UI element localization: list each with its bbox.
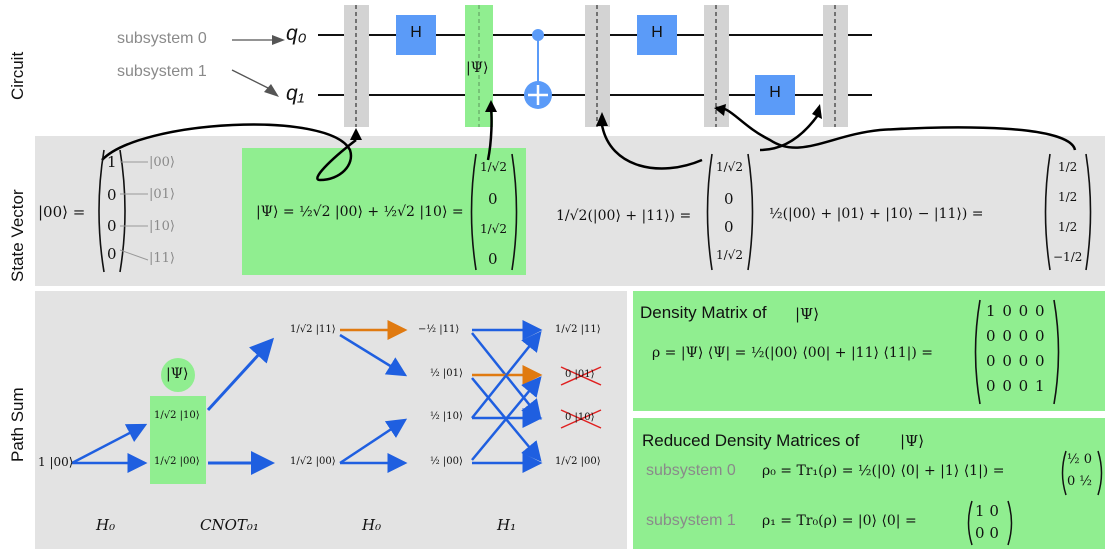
reduced-sub1-label: subsystem 1	[646, 512, 736, 529]
col2-node-11: 1/√2 |11⟩	[290, 324, 336, 335]
subsystem0-label: subsystem 0	[117, 30, 207, 47]
rho1-brackets	[967, 500, 1013, 546]
link-arrow-5	[759, 114, 820, 152]
cancel-cross-10	[560, 409, 602, 429]
subsystem1-label: subsystem 1	[117, 63, 207, 80]
col3-node-10: ½ |10⟩	[430, 411, 463, 422]
basis-11: |11⟩	[149, 251, 175, 266]
reduced-rho0-expr: ρ₀ = Tr₁(ρ) = ½(|0⟩ ⟨0| + |1⟩ ⟨1|) =	[762, 463, 1005, 479]
density-row-2: 0 0 0 0	[986, 352, 1045, 370]
density-row-0: 1 0 0 0	[986, 302, 1045, 320]
psi-vec-brackets	[470, 153, 518, 271]
density-row-1: 0 0 0 0	[986, 327, 1045, 345]
col1-node-00: 1/√2 |00⟩	[154, 456, 200, 467]
final-vec-entry-1: 1/2	[1058, 190, 1078, 204]
h-gate-q0-1	[396, 15, 436, 55]
vec0-entry-0: 1	[107, 153, 117, 171]
stage-label-h0-b: H₀	[362, 516, 382, 534]
barrier-1	[344, 5, 369, 127]
bell-vec-entry-0: 1/√2	[716, 160, 743, 174]
psi-state-highlight	[242, 148, 526, 275]
path-start: 1 |00⟩	[38, 455, 74, 469]
vec0-entry-3: 0	[107, 245, 117, 263]
psi-barrier-label: |Ψ⟩	[466, 60, 489, 76]
basis-10: |10⟩	[149, 219, 175, 234]
state-vector-panel	[35, 136, 1105, 286]
rho0-brackets	[1061, 450, 1103, 496]
final-vec-entry-3: −1/2	[1053, 250, 1083, 264]
link-arrow-4	[715, 106, 1077, 151]
stage-label-h0-a: H₀	[96, 516, 116, 534]
path-sum-cnot-highlight	[150, 396, 206, 484]
col4-node-11: 1/√2 |11⟩	[555, 324, 601, 335]
h-gate-q0-1-label: H	[410, 24, 422, 41]
rho1-row-0: 1 0	[975, 502, 999, 520]
density-title: Density Matrix of	[640, 303, 767, 322]
col2-node-00: 1/√2 |00⟩	[290, 456, 336, 467]
rho0-row-0: ½ 0	[1067, 452, 1093, 467]
barrier-4	[823, 5, 848, 127]
col4-node-10: 0 |10⟩	[565, 412, 595, 423]
col4-node-00: 1/√2 |00⟩	[555, 456, 601, 467]
reduced-psi: |Ψ⟩	[900, 432, 925, 450]
psi-vec-entry-2: 1/√2	[480, 222, 507, 236]
psi-vec-entry-1: 0	[488, 190, 498, 208]
link-arrow-3	[600, 124, 703, 170]
density-row-3: 0 0 0 1	[986, 377, 1045, 395]
col4-node-01: 0 |01⟩	[565, 369, 595, 380]
link-arrow-1	[101, 123, 357, 182]
density-matrix-panel	[633, 291, 1105, 411]
reduced-title: Reduced Density Matrices of	[642, 431, 860, 450]
bell-vec-entry-3: 1/√2	[716, 248, 743, 262]
bell-vec-brackets	[706, 153, 754, 271]
rho1-row-1: 0 0	[975, 524, 999, 542]
col3-node-01: ½ |01⟩	[430, 368, 463, 379]
basis-connectors	[119, 161, 149, 261]
basis-00: |00⟩	[149, 155, 175, 170]
col3-node-11: −½ |11⟩	[418, 324, 460, 335]
col3-node-00: ½ |00⟩	[430, 456, 463, 467]
stage-label-cnot: CNOT₀₁	[200, 516, 259, 534]
psi-vec-entry-3: 0	[488, 250, 498, 268]
density-rho-expr: ρ = |Ψ⟩ ⟨Ψ| = ½(|00⟩ ⟨00| + |11⟩ ⟨11|) =	[652, 345, 934, 361]
rho0-row-1: 0 ½	[1067, 474, 1093, 489]
final-vec-entry-0: 1/2	[1058, 160, 1078, 174]
barrier-2	[585, 5, 610, 127]
basis-01: |01⟩	[149, 187, 175, 202]
h-gate-q1-label: H	[769, 84, 781, 101]
h-gate-q0-2-label: H	[651, 24, 663, 41]
vec0-entry-2: 0	[107, 217, 117, 235]
stage-label-h1: H₁	[497, 516, 517, 534]
psi-badge-circle	[161, 358, 195, 392]
psi-vec-entry-0: 1/√2	[480, 160, 507, 174]
qubit0-label: q₀	[286, 22, 307, 45]
psi-badge: |Ψ⟩	[166, 366, 189, 382]
h-gate-q1	[755, 75, 795, 115]
cancel-cross-01	[560, 366, 602, 386]
reduced-rho1-expr: ρ₁ = Tr₀(ρ) = |0⟩ ⟨0| =	[762, 513, 917, 529]
density-matrix-brackets	[974, 299, 1060, 405]
qubit1-label: q₁	[286, 82, 305, 105]
final-vec-brackets	[1044, 153, 1092, 271]
cnot-control-dot	[532, 29, 544, 41]
col1-node-10: 1/√2 |10⟩	[154, 410, 200, 421]
final-vec-entry-2: 1/2	[1058, 220, 1078, 234]
h-gate-q0-2	[637, 15, 677, 55]
density-psi: |Ψ⟩	[795, 305, 820, 323]
psi-state-expr: |Ψ⟩ = ½√2 |00⟩ + ½√2 |10⟩ =	[256, 204, 464, 220]
final-expr: ½(|00⟩ + |01⟩ + |10⟩ − |11⟩) =	[769, 206, 984, 222]
bell-vec-entry-1: 0	[724, 190, 734, 208]
reduced-sub0-label: subsystem 0	[646, 462, 736, 479]
bell-vec-entry-2: 0	[724, 218, 734, 236]
bell-expr: 1/√2(|00⟩ + |11⟩) =	[556, 208, 692, 224]
ket00-lhs: |00⟩ =	[38, 203, 86, 221]
vec0-brackets	[98, 149, 126, 273]
vec0-entry-1: 0	[107, 186, 117, 204]
reduced-density-panel	[633, 418, 1105, 549]
